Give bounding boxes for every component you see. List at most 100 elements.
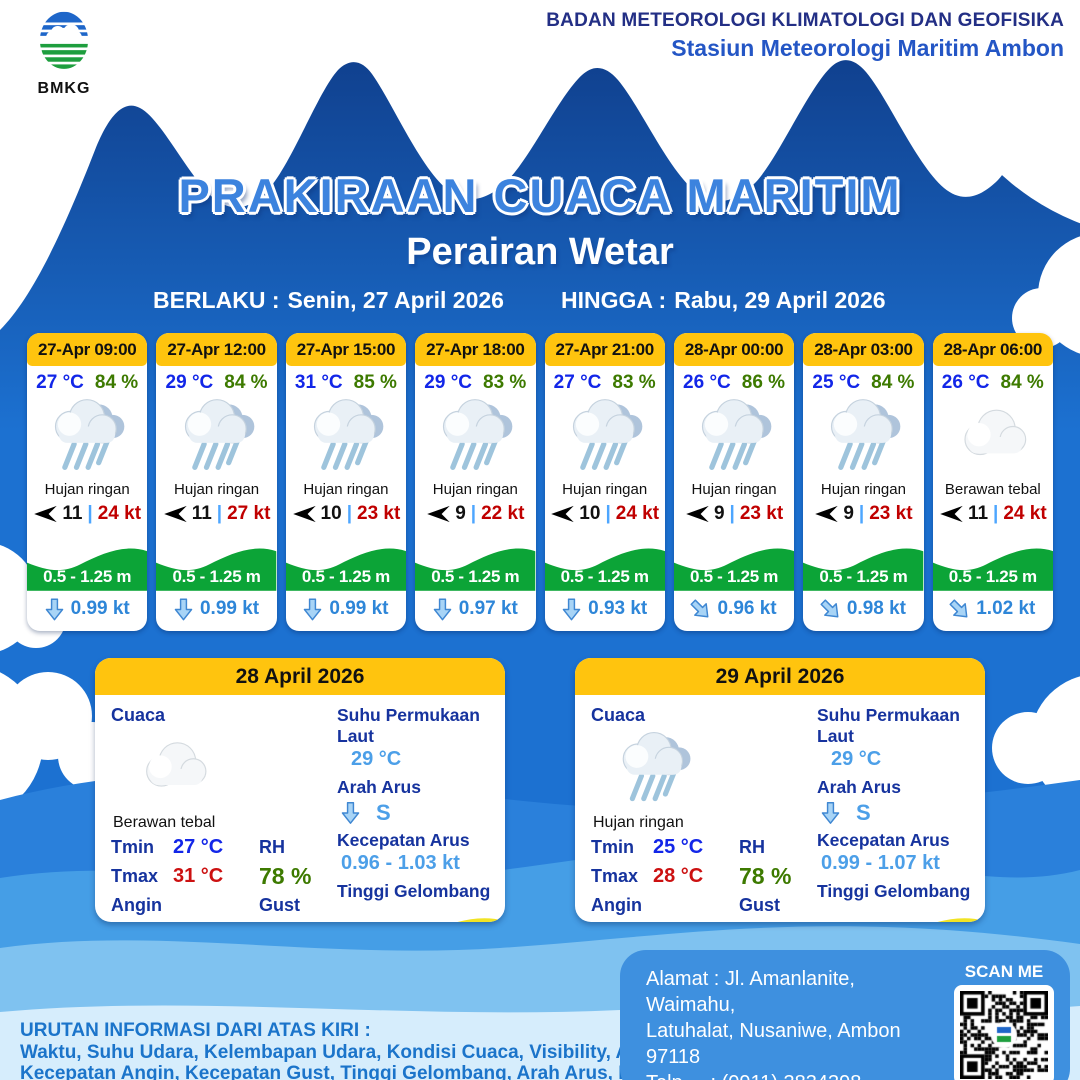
org-name: BADAN METEOROLOGI KLIMATOLOGI DAN GEOFIS… (546, 10, 1064, 31)
wave-height-band: 0.5 - 1.25 m (415, 538, 535, 591)
gust-speed: 23 kt (869, 503, 913, 524)
top-header: BMKG BADAN METEOROLOGI KLIMATOLOGI DAN G… (0, 0, 1080, 120)
gust-speed: 24 kt (615, 503, 660, 524)
legend-line-1: Waktu, Suhu Udara, Kelembapan Udara, Kon… (20, 1042, 723, 1063)
current-direction-icon (562, 597, 581, 622)
forecast-card: 28-Apr 06:00 26 °C 84 % Berawan tebal 11… (932, 333, 1053, 631)
wind-row: 9 | 23 kt (674, 500, 794, 528)
contact-box: Alamat : Jl. Amanlanite, Waimahu, Latuha… (620, 950, 1070, 1080)
daily-card-row: 28 April 2026 Cuaca Berawan tebal Tmin 27… (95, 658, 985, 922)
separator: | (346, 503, 353, 524)
temp-humidity-row: 27 °C 84 % (27, 366, 147, 394)
current-speed: 0.96 kt (717, 598, 777, 620)
qr-code-box (954, 985, 1054, 1080)
humidity: 85 % (353, 372, 397, 393)
separator: | (858, 503, 865, 524)
current-speed-range: 0.96 - 1.03 kt (341, 852, 460, 874)
current-speed-range: 0.99 - 1.07 kt (821, 852, 940, 874)
separator: | (605, 503, 611, 524)
current-row: 0.97 kt (415, 591, 535, 631)
wind-speed: 11 (967, 503, 989, 524)
qr-code (960, 991, 1048, 1079)
forecast-time: 27-Apr 21:00 (544, 333, 665, 366)
forecast-time: 28-Apr 06:00 (932, 333, 1053, 366)
tmin-value: 27 °C (173, 836, 224, 858)
forecast-time: 27-Apr 12:00 (156, 333, 277, 366)
wave-height: 0.5 - 1.25 m (948, 567, 1037, 587)
contact-phone: Telp : (0911) 3834398 (646, 1070, 948, 1080)
wind-direction-icon (426, 505, 450, 523)
wave-height-band: 0.5 - 1.25 m (545, 538, 665, 591)
weather-icon (415, 394, 535, 481)
wind-speed: 10 (579, 503, 601, 524)
current-speed: 0.98 kt (846, 598, 907, 620)
weather-icon (156, 394, 276, 481)
tmax-value: 31 °C (173, 865, 224, 887)
wind-row: 9 | 23 kt (803, 500, 923, 528)
air-temperature: 25 °C (812, 372, 861, 393)
tinggi-gelombang-label: Tinggi Gelombang (817, 881, 971, 901)
gust-label: Gust (259, 895, 301, 915)
daily-body: Cuaca Berawan tebal Tmin 27 °C RH Tmax 31 … (95, 695, 505, 922)
air-temperature: 27 °C (553, 372, 602, 393)
forecast-time: 28-Apr 00:00 (673, 333, 795, 366)
current-direction-icon (944, 593, 975, 624)
wind-speed: 9 (843, 503, 854, 524)
current-direction-row: S (341, 800, 505, 826)
rain-cloud-icon (175, 395, 259, 479)
wind-speed: 11 (62, 503, 83, 524)
current-row: 1.02 kt (933, 591, 1053, 631)
area-name: Perairan Wetar (406, 231, 674, 273)
sst-label: Suhu Permukaan Laut (337, 705, 480, 746)
contact-address-1: Alamat : Jl. Amanlanite, Waimahu, (646, 968, 861, 1016)
wave-height-band: 1.25 - 2.5 m (337, 908, 505, 922)
wave-height-band: 0.5 - 1.25 m (933, 538, 1053, 591)
current-direction-letter: S (856, 800, 871, 825)
current-speed: 0.99 kt (329, 598, 389, 620)
current-row: 0.96 kt (674, 591, 794, 631)
forecast-time: 27-Apr 15:00 (285, 333, 407, 366)
current-direction-icon (815, 593, 846, 624)
rain-cloud-icon (45, 395, 129, 479)
wave-height-band: 0.5 - 1.25 m (27, 538, 147, 591)
humidity: 83 % (483, 372, 527, 393)
air-temperature: 26 °C (683, 372, 731, 393)
current-direction-icon (45, 597, 64, 622)
wind-speed: 11 (191, 503, 212, 524)
tmax-label: Tmax (591, 866, 639, 886)
bmkg-logo-icon (39, 11, 89, 69)
station-name: Stasiun Meteorologi Maritim Ambon (671, 35, 1064, 61)
thick-cloud-icon (133, 728, 215, 810)
cuaca-label: Cuaca (591, 705, 646, 725)
wind-row: 10 | 24 kt (545, 500, 665, 528)
wind-direction-icon (814, 505, 838, 523)
temp-humidity-row: 26 °C 86 % (674, 366, 794, 394)
wave-height: 0.5 - 1.25 m (431, 567, 520, 587)
weather-condition: Hujan ringan (303, 480, 389, 498)
humidity: 84 % (224, 372, 268, 393)
daily-condition: Hujan ringan (593, 814, 684, 831)
temp-humidity-row: 27 °C 83 % (545, 366, 665, 394)
arah-arus-label: Arah Arus (337, 777, 421, 797)
weather-condition: Hujan ringan (820, 480, 906, 498)
wind-direction-icon (685, 505, 709, 523)
arah-arus-label: Arah Arus (817, 777, 901, 797)
current-row: 0.98 kt (803, 591, 923, 631)
kecepatan-arus-label: Kecepatan Arus (817, 830, 950, 850)
current-speed: 1.02 kt (976, 598, 1036, 620)
wave-height: 0.5 - 1.25 m (301, 567, 390, 587)
rain-cloud-icon (821, 395, 905, 479)
gust-speed: 24 kt (97, 503, 142, 524)
wind-direction-icon (939, 505, 963, 523)
current-speed: 0.97 kt (458, 598, 518, 620)
separator: | (216, 503, 223, 524)
current-direction-icon (341, 800, 360, 826)
current-row: 0.93 kt (545, 591, 665, 631)
wave-height-band: 1.25 - 2.5 m (817, 908, 985, 922)
bmkg-logo-text: BMKG (37, 80, 91, 97)
wind-row: 10 | 23 kt (286, 500, 406, 528)
gust-speed: 27 kt (227, 503, 271, 524)
current-direction-letter: S (376, 800, 391, 825)
validity-row: BERLAKU : Senin, 27 April 2026 HINGGA : Ra… (0, 287, 1080, 317)
wave-height: 0.5 - 1.25 m (43, 567, 132, 587)
